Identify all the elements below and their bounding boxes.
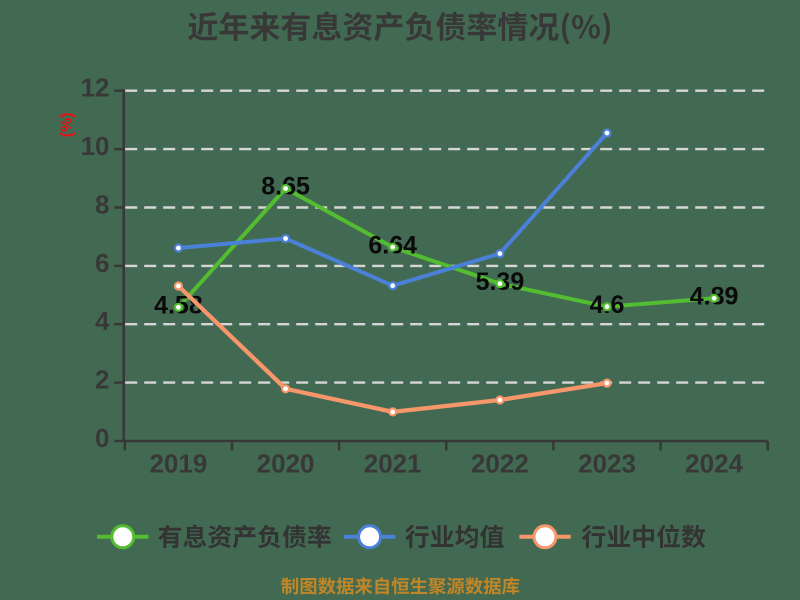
svg-text:2022: 2022 [471, 449, 529, 479]
svg-text:12: 12 [81, 73, 110, 103]
svg-text:2021: 2021 [364, 449, 422, 479]
svg-text:2023: 2023 [578, 449, 636, 479]
svg-text:4: 4 [95, 306, 110, 336]
svg-text:0: 0 [95, 423, 109, 453]
svg-text:6: 6 [95, 248, 109, 278]
svg-text:8: 8 [95, 190, 109, 220]
svg-text:(%): (%) [58, 112, 75, 137]
svg-text:2020: 2020 [257, 449, 315, 479]
svg-text:10: 10 [81, 131, 110, 161]
svg-text:2019: 2019 [149, 449, 207, 479]
svg-text:2: 2 [95, 365, 109, 395]
svg-text:2024: 2024 [685, 449, 743, 479]
